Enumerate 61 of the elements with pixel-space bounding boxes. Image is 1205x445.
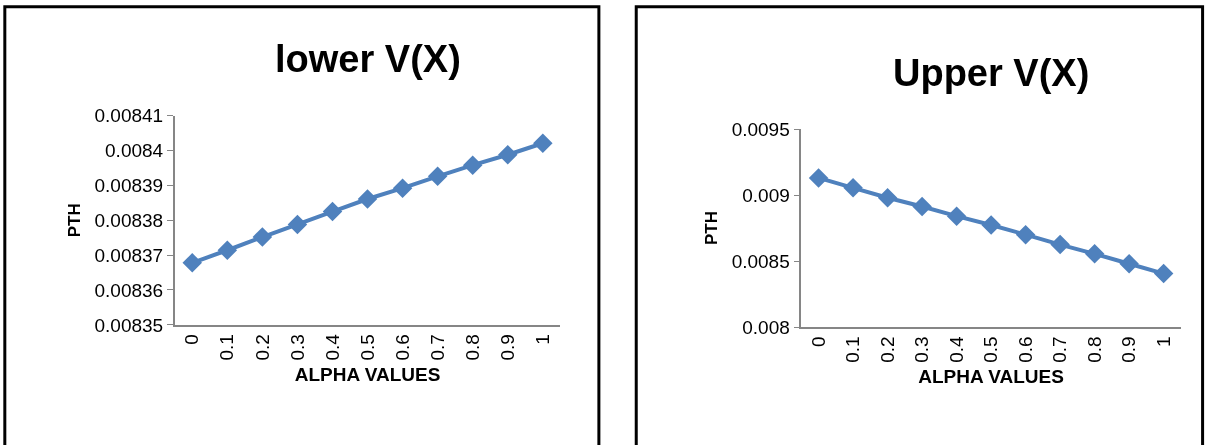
point: [252, 227, 273, 247]
x-tick-label: 0.2: [876, 336, 898, 363]
x-tick-label: 0.8: [1083, 336, 1105, 363]
y-tick-label: 0.00835: [94, 314, 164, 336]
x-tick-label: 0.3: [911, 336, 933, 363]
point: [357, 189, 378, 209]
x-axis-title: ALPHA VALUES: [918, 366, 1064, 388]
y-axis-title: PTH: [701, 211, 721, 246]
point: [533, 133, 553, 153]
x-tick-label: 0: [181, 334, 203, 345]
point: [287, 214, 308, 235]
point: [392, 178, 413, 198]
x-tick-label: 0.9: [496, 334, 518, 361]
x-tick-label: 0.4: [945, 336, 967, 363]
point: [217, 240, 238, 260]
point: [981, 215, 1001, 235]
x-tick-label: 0.4: [321, 333, 343, 361]
point: [843, 178, 863, 198]
chart-title: Upper V(X): [893, 52, 1090, 94]
point: [427, 166, 448, 187]
y-tick-label: 0.0084: [105, 140, 164, 162]
x-tick-label: 0: [807, 336, 829, 347]
x-tick-label: 0.2: [251, 334, 273, 361]
point: [182, 253, 203, 273]
point: [1050, 234, 1070, 255]
y-tick-label: 0.0085: [731, 250, 790, 272]
point: [912, 196, 932, 217]
y-axis-title: PTH: [64, 203, 84, 238]
x-tick-label: 0.6: [391, 334, 413, 361]
x-tick-label: 0.1: [842, 336, 864, 363]
point: [1084, 244, 1105, 264]
point: [1119, 253, 1139, 274]
x-tick-label: 0.7: [426, 334, 448, 361]
point: [497, 144, 518, 165]
point: [877, 187, 898, 208]
x-tick-label: 0.6: [1014, 336, 1036, 363]
y-tick-label: 0.00841: [94, 105, 164, 127]
y-tick-label: 0.008: [742, 316, 790, 338]
point: [462, 155, 483, 175]
y-tick-label: 0.0095: [731, 118, 790, 140]
y-tick-label: 0.00839: [94, 175, 164, 197]
x-tick-label: 0.5: [980, 336, 1002, 363]
chart-title: lower V(X): [275, 38, 461, 80]
point: [946, 206, 967, 226]
x-tick-label: 1: [1152, 336, 1174, 347]
x-tick-label: 1: [531, 334, 553, 345]
y-tick-label: 0.00837: [94, 244, 164, 266]
x-tick-label: 0.7: [1049, 336, 1071, 363]
point: [1153, 263, 1174, 284]
x-tick-label: 0.3: [286, 334, 308, 361]
y-tick-label: 0.009: [742, 184, 790, 206]
x-tick-label: 0.1: [216, 334, 238, 361]
x-tick-label: 0.9: [1118, 336, 1140, 363]
x-tick-label: 0.8: [461, 334, 483, 361]
point: [808, 168, 829, 188]
x-axis-title: ALPHA VALUES: [294, 363, 441, 385]
y-tick-label: 0.00838: [94, 209, 164, 231]
point: [1015, 224, 1036, 245]
point: [322, 201, 343, 222]
x-tick-label: 0.5: [356, 334, 378, 361]
y-tick-label: 0.00836: [94, 279, 164, 301]
